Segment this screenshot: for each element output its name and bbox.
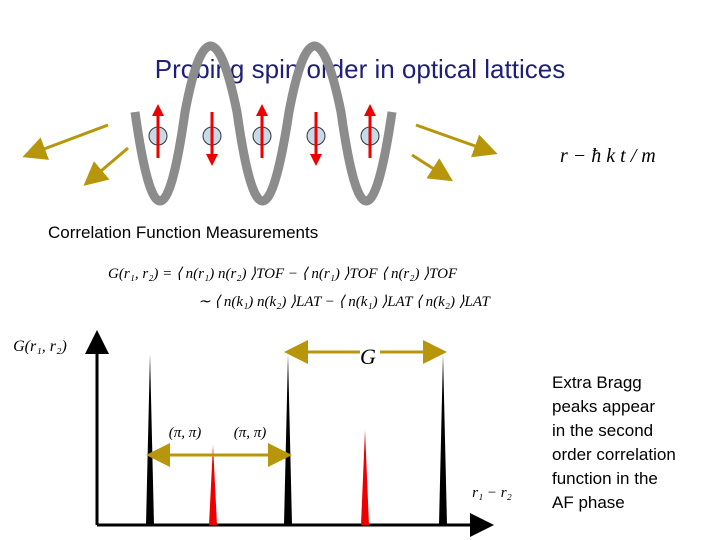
x-label: r₁ − r₂: [472, 485, 512, 501]
y-label: G(r₁, r₂): [13, 338, 67, 355]
formula: r − ħ k t / m: [560, 145, 656, 167]
note-line: function in the: [552, 469, 658, 488]
plot: [85, 330, 494, 537]
subtitle: Correlation Function Measurements: [48, 223, 318, 242]
equation: ∼ ⟨ n(k₁) n(k₂) ⟩LAT − ⟨ n(k₁) ⟩LAT ⟨ n(…: [198, 294, 491, 310]
note-line: peaks appear: [552, 397, 655, 416]
pi-label: (π, π): [169, 425, 202, 441]
note-line: in the second: [552, 421, 653, 440]
lattice: [22, 41, 498, 206]
note-line: order correlation: [552, 445, 676, 464]
pi-label: (π, π): [234, 425, 267, 441]
g-label: G: [360, 344, 376, 369]
note-line: AF phase: [552, 493, 625, 512]
equation: G(r₁, r₂) = ⟨ n(r₁) n(r₂) ⟩TOF − ⟨ n(r₁)…: [108, 266, 458, 282]
title: Probing spin order in optical lattices: [155, 54, 565, 84]
note: Extra Bragg peaks appear in the second orde…: [552, 373, 676, 512]
note-line: Extra Bragg: [552, 373, 642, 392]
